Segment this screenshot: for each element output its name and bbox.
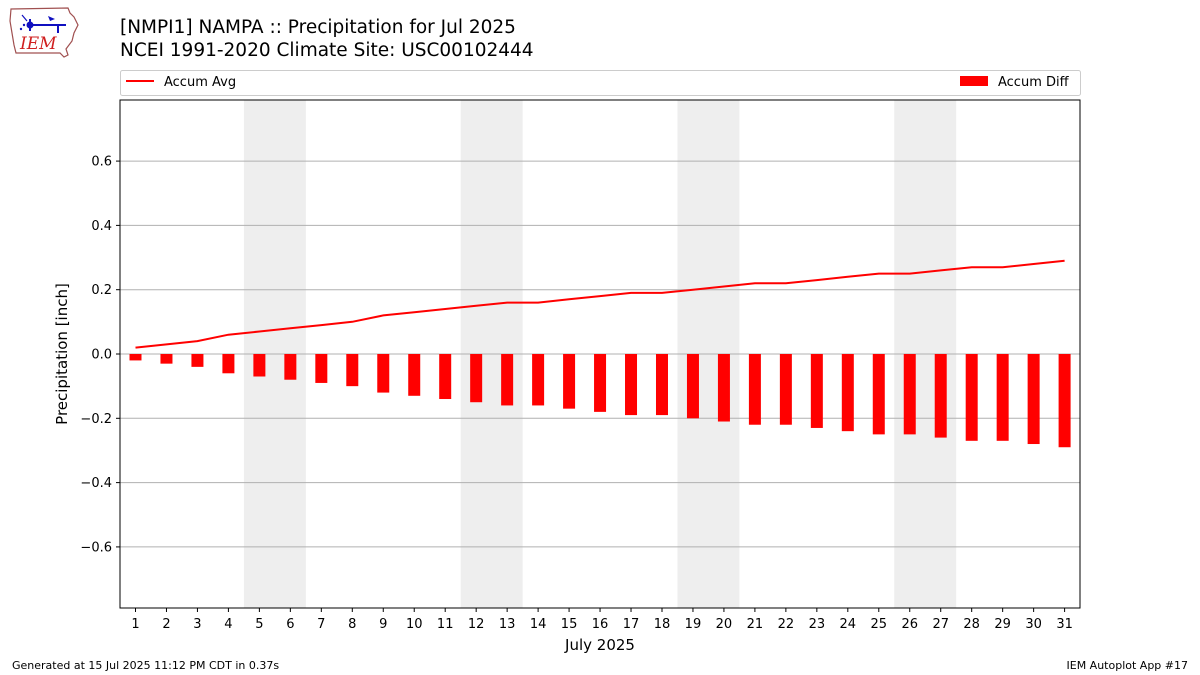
app-credit: IEM Autoplot App #17: [1066, 659, 1189, 672]
x-tick-label: 19: [685, 617, 702, 632]
bar-accum-diff: [779, 354, 792, 425]
bar-accum-diff: [532, 354, 545, 406]
bar-accum-diff: [717, 354, 730, 422]
generated-timestamp: Generated at 15 Jul 2025 11:12 PM CDT in…: [12, 659, 280, 672]
bar-accum-diff: [655, 354, 668, 416]
bar-accum-diff: [841, 354, 854, 432]
x-tick-label: 9: [379, 617, 387, 632]
x-tick-label: 3: [193, 617, 201, 632]
x-tick-label: 20: [716, 617, 733, 632]
logo-text: IEM: [19, 34, 57, 54]
legend-label-accum-diff: Accum Diff: [998, 75, 1070, 90]
plot-layer: −0.6−0.4−0.20.00.20.40.61 2 3 4 5 6 7 8 9 10 11 12 1…: [80, 99, 1081, 632]
x-tick-label: 10: [406, 617, 423, 632]
y-tick-label: 0.2: [91, 283, 112, 298]
bar-accum-diff: [191, 354, 204, 367]
bar-accum-diff: [408, 354, 421, 396]
legend-box: [120, 70, 1081, 96]
plot-frame: [119, 99, 1081, 609]
bar-accum-diff: [903, 354, 916, 435]
bar-accum-diff: [470, 354, 483, 403]
bar-accum-diff: [439, 354, 452, 400]
x-tick-label: 18: [654, 617, 671, 632]
bar-accum-diff: [284, 354, 297, 380]
x-tick-label: 13: [499, 617, 516, 632]
bar-accum-diff: [625, 354, 638, 416]
legend-label-accum-avg: Accum Avg: [164, 75, 236, 90]
bar-accum-diff: [377, 354, 390, 393]
bar-accum-diff: [501, 354, 514, 406]
x-tick-label: 12: [468, 617, 485, 632]
x-tick-label: 7: [317, 617, 325, 632]
bar-accum-diff: [965, 354, 978, 441]
x-tick-label: 29: [994, 617, 1011, 632]
chart-subtitle: NCEI 1991-2020 Climate Site: USC00102444: [120, 40, 534, 61]
x-tick-label: 2: [162, 617, 170, 632]
bar-accum-diff: [253, 354, 266, 377]
x-tick-label: 14: [530, 617, 547, 632]
y-axis-label: Precipitation [inch]: [53, 283, 71, 425]
y-tick-label: 0.4: [91, 219, 112, 234]
x-tick-label: 17: [623, 617, 640, 632]
x-tick-label: 22: [778, 617, 795, 632]
bar-accum-diff: [934, 354, 947, 438]
y-tick-label: −0.2: [80, 412, 112, 427]
y-tick-label: 0.6: [91, 155, 112, 170]
x-tick-label: 8: [348, 617, 356, 632]
x-tick-label: 25: [871, 617, 888, 632]
x-tick-label: 15: [561, 617, 578, 632]
x-tick-label: 28: [963, 617, 980, 632]
x-tick-label: 24: [840, 617, 857, 632]
x-axis-label: July 2025: [564, 636, 635, 654]
weather-station-icon: [19, 14, 66, 33]
iem-logo: IEM: [9, 7, 79, 58]
x-tick-label: 27: [932, 617, 949, 632]
x-tick-label: 4: [224, 617, 232, 632]
bar-accum-diff: [160, 354, 173, 364]
bar-accum-diff: [872, 354, 885, 435]
bar-accum-diff: [563, 354, 576, 409]
x-tick-label: 5: [255, 617, 263, 632]
x-tick-label: 23: [809, 617, 826, 632]
x-tick-label: 30: [1025, 617, 1042, 632]
bar-accum-diff: [748, 354, 761, 425]
bar-accum-diff: [810, 354, 823, 428]
bar-accum-diff: [996, 354, 1009, 441]
y-tick-label: −0.6: [80, 540, 112, 555]
bar-accum-diff: [222, 354, 235, 374]
bar-accum-diff: [315, 354, 328, 383]
legend-bar-swatch: [960, 76, 988, 86]
chart-title: [NMPI1] NAMPA :: Precipitation for Jul 2…: [120, 17, 516, 38]
bar-accum-diff: [1027, 354, 1040, 445]
bar-accum-diff: [1058, 354, 1071, 448]
bar-accum-diff: [594, 354, 607, 412]
bar-accum-diff: [129, 354, 142, 361]
line-accum-avg: [135, 259, 1065, 349]
bar-accum-diff: [686, 354, 699, 419]
x-tick-label: 26: [901, 617, 918, 632]
x-tick-label: 11: [437, 617, 454, 632]
bar-accum-diff: [346, 354, 359, 387]
x-tick-label: 1: [131, 617, 139, 632]
x-tick-label: 6: [286, 617, 294, 632]
x-tick-label: 16: [592, 617, 609, 632]
x-tick-label: 31: [1056, 617, 1073, 632]
y-tick-label: −0.4: [80, 476, 112, 491]
y-tick-label: 0.0: [91, 348, 112, 363]
x-tick-label: 21: [747, 617, 764, 632]
